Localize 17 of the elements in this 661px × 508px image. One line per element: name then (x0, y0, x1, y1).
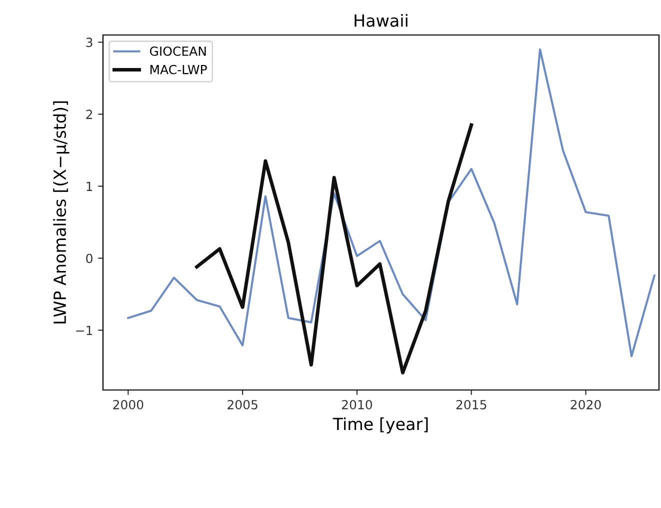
x-tick-label: 2000 (113, 400, 144, 410)
line-series (127, 48, 656, 358)
x-axis-title: Time [year] (332, 417, 428, 434)
x-tick-label: 2005 (228, 400, 258, 410)
x-tick-label: 2015 (456, 400, 486, 410)
chart-title: Hawaii (354, 14, 408, 27)
y-tick-label: −1 (76, 326, 92, 335)
y-axis-title: LWP Anomalies [(X−μ/std)] (53, 101, 70, 324)
legend-label: MAC-LWP (150, 64, 207, 74)
y-tick-label: 1 (86, 182, 92, 191)
x-tick-label: 2010 (342, 400, 372, 410)
x-tick-label: 2020 (570, 400, 601, 410)
y-tick-label: 2 (86, 110, 92, 119)
y-tick-label: 3 (86, 38, 92, 48)
line-series (195, 123, 474, 374)
y-tick-label: 0 (86, 254, 92, 264)
legend-label: GIOCEAN (150, 46, 206, 56)
